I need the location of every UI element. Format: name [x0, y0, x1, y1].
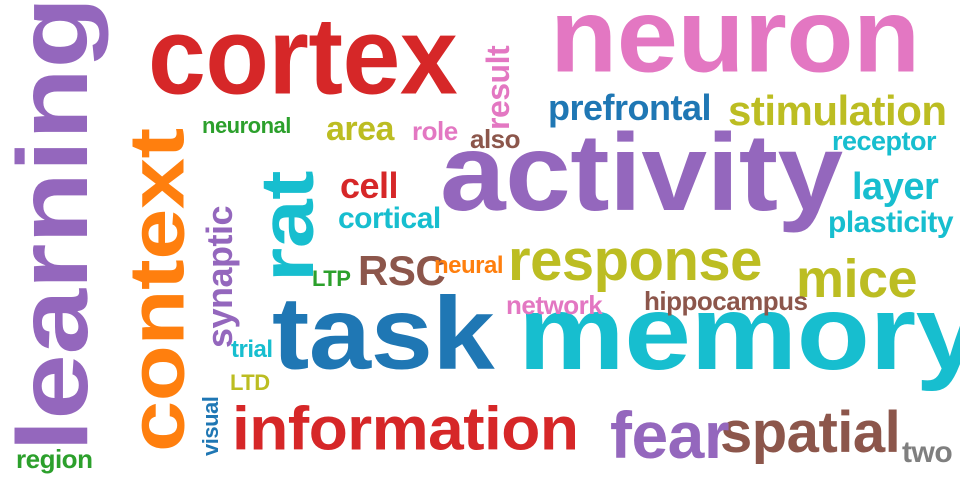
- word-network: network: [506, 290, 603, 320]
- word-mice: mice: [796, 249, 918, 309]
- word-response: response: [508, 228, 762, 293]
- word-stimulation: stimulation: [728, 87, 947, 134]
- word-learning: learning: [0, 0, 110, 452]
- word-visual: visual: [198, 396, 223, 456]
- word-area: area: [326, 110, 394, 148]
- word-ltd: LTD: [230, 370, 270, 395]
- word-fear: fear: [610, 398, 730, 472]
- word-information: information: [232, 394, 579, 463]
- word-neuronal: neuronal: [202, 113, 291, 138]
- word-context: context: [113, 128, 201, 452]
- word-receptor: receptor: [832, 126, 937, 156]
- word-synaptic: synaptic: [199, 205, 240, 348]
- word-prefrontal: prefrontal: [548, 87, 712, 128]
- word-cortex: cortex: [148, 0, 458, 118]
- word-rsc: RSC: [358, 247, 446, 294]
- word-cell: cell: [340, 165, 399, 206]
- word-result: result: [480, 45, 516, 130]
- word-task: task: [272, 275, 495, 391]
- word-memory: memory: [518, 273, 960, 392]
- word-region: region: [16, 444, 93, 474]
- word-ltp: LTP: [312, 266, 351, 291]
- word-hippocampus: hippocampus: [644, 286, 808, 316]
- word-role: role: [412, 116, 458, 146]
- word-also: also: [470, 124, 521, 154]
- word-cortical: cortical: [338, 202, 441, 235]
- word-two: two: [902, 436, 953, 469]
- word-trial: trial: [231, 336, 273, 363]
- word-neuron: neuron: [550, 0, 920, 95]
- word-activity: activity: [440, 111, 843, 235]
- word-layer: layer: [852, 166, 939, 208]
- word-neural: neural: [434, 252, 504, 279]
- word-spatial: spatial: [720, 400, 901, 465]
- word-plasticity: plasticity: [828, 206, 954, 239]
